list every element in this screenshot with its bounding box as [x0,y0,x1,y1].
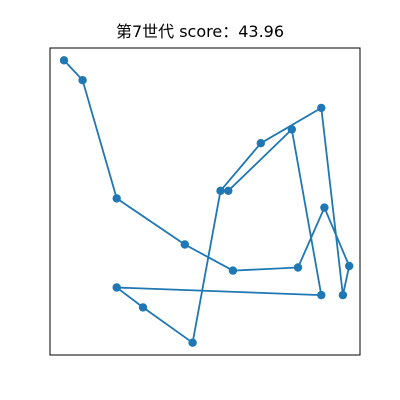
series-layer [59,56,354,347]
axes-frame [49,47,361,356]
chart-title: 第7世代 score：43.96 [115,22,285,41]
data-point [224,186,233,195]
data-point [256,139,265,148]
data-point [138,303,148,312]
data-point [112,194,121,203]
data-point [216,186,225,195]
data-point [338,290,348,300]
data-point [287,125,296,134]
data-point [293,263,303,272]
data-point [345,261,354,271]
data-point [317,103,326,113]
data-point [59,56,69,65]
data-point [180,240,189,249]
data-point [112,283,121,292]
data-point [188,338,197,347]
data-point [78,76,87,85]
data-point [320,203,329,212]
data-point [228,266,238,275]
series-line [63,59,351,344]
data-point [317,290,326,300]
